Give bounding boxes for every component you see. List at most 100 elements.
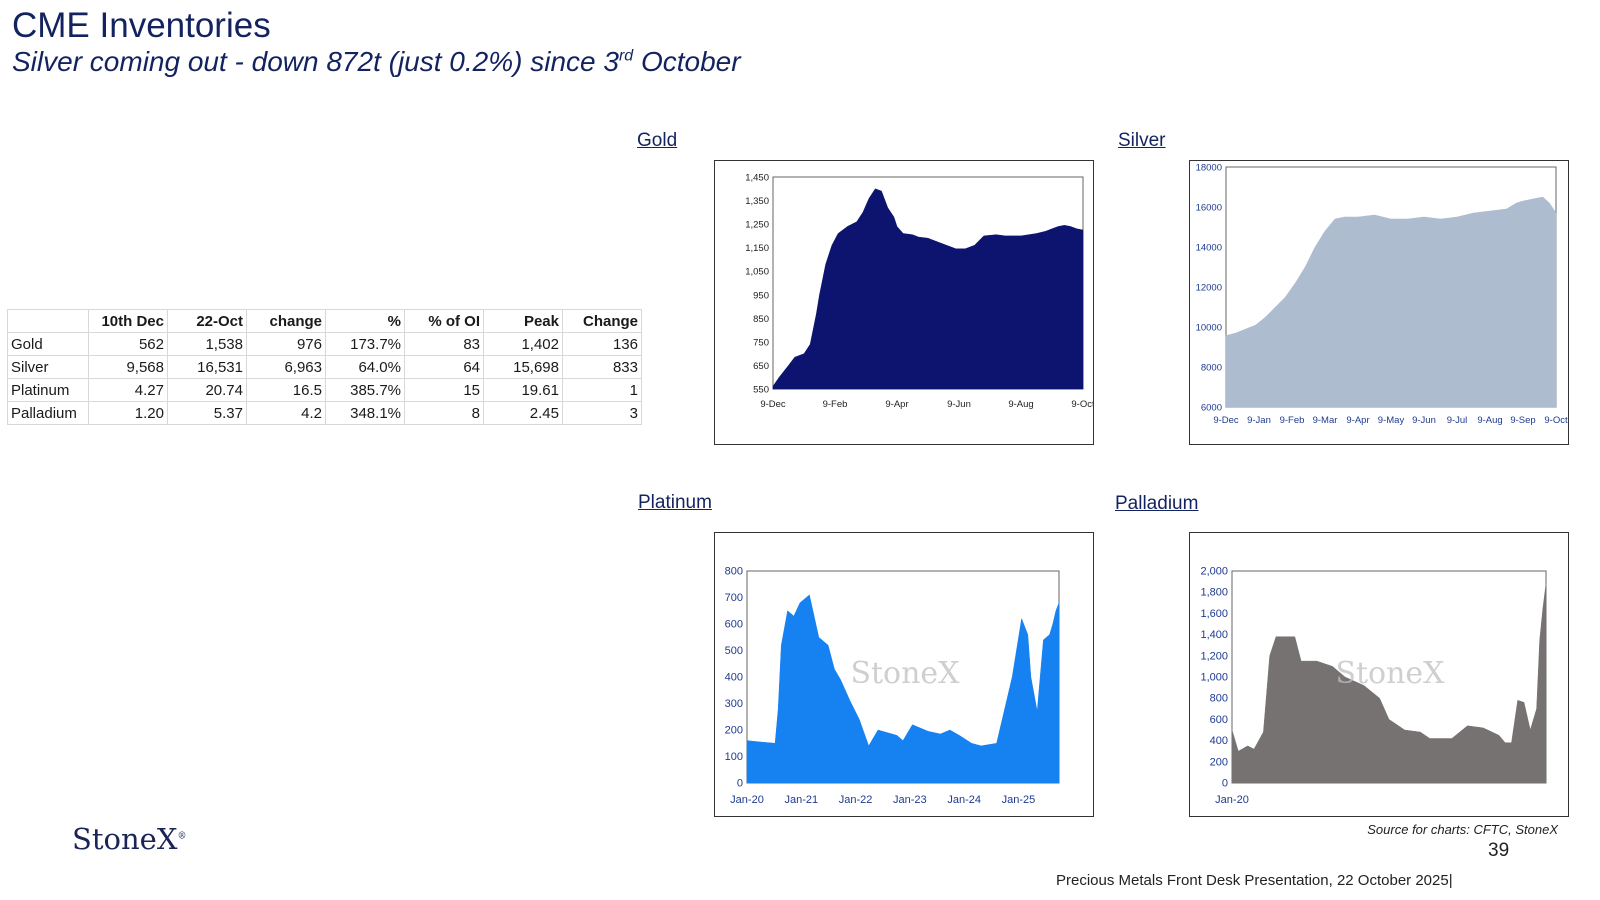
palladium-x-tick-label: Jan-20 (1215, 794, 1249, 806)
platinum-y-tick-label: 700 (725, 592, 743, 604)
table-cell: 5.37 (168, 402, 247, 425)
page-number: 39 (1488, 840, 1509, 862)
palladium-y-tick-label: 200 (1210, 756, 1228, 768)
palladium-watermark: StoneX (1335, 656, 1445, 691)
platinum-x-tick-label: Jan-20 (730, 794, 764, 806)
table-cell: 19.61 (484, 379, 563, 402)
table-cell: 20.74 (168, 379, 247, 402)
silver-y-tick-label: 6000 (1201, 403, 1222, 414)
palladium-chart-label: Palladium (1115, 493, 1198, 515)
platinum-y-tick-label: 100 (725, 751, 743, 763)
table-cell: 562 (89, 333, 168, 356)
silver-chart-label: Silver (1118, 130, 1166, 152)
page-subtitle: Silver coming out - down 872t (just 0.2%… (12, 46, 741, 78)
table-cell: 1.20 (89, 402, 168, 425)
palladium-y-tick-label: 1,600 (1200, 608, 1228, 620)
gold-y-tick-label: 1,250 (745, 220, 769, 231)
table-cell: 976 (247, 333, 326, 356)
table-cell: 15 (405, 379, 484, 402)
gold-x-tick-label: 9-Jun (947, 399, 971, 410)
table-row: Gold 562 1,538 976 173.7% 83 1,402 136 (8, 333, 642, 356)
gold-series-area (773, 189, 1083, 389)
platinum-x-tick-label: Jan-25 (1002, 794, 1036, 806)
gold-x-tick-label: 9-Oct (1071, 399, 1093, 410)
table-cell: 9,568 (89, 356, 168, 379)
silver-x-tick-label: 9-Aug (1477, 415, 1502, 426)
gold-chart-svg: 550 650 750 850 950 1,050 1,150 1,250 1,350 1,450… (715, 161, 1093, 444)
silver-series-area (1226, 197, 1556, 407)
table-cell: 16.5 (247, 379, 326, 402)
palladium-chart: 0 200 400 600 800 1,000 1,200 1,400 1,600 1,800 2,… (1189, 532, 1569, 817)
subtitle-text: Silver coming out - down 872t (just 0.2%… (12, 46, 619, 77)
inventory-table: 10th Dec 22-Oct change % % of OI Peak Ch… (7, 309, 642, 425)
silver-y-tick-label: 8000 (1201, 363, 1222, 374)
table-cell: 173.7% (326, 333, 405, 356)
table-header: Change (563, 310, 642, 333)
table-row: Silver 9,568 16,531 6,963 64.0% 64 15,69… (8, 356, 642, 379)
logo-text: StoneX (72, 822, 177, 856)
platinum-x-tick-label: Jan-21 (784, 794, 818, 806)
silver-x-tick-label: 9-Apr (1346, 415, 1369, 426)
palladium-y-tick-label: 600 (1210, 714, 1228, 726)
silver-y-tick-label: 16000 (1196, 203, 1222, 214)
silver-x-tick-label: 9-Mar (1313, 415, 1338, 426)
silver-y-tick-label: 14000 (1196, 243, 1222, 254)
table-cell: 136 (563, 333, 642, 356)
silver-x-tick-label: 9-Sep (1510, 415, 1535, 426)
gold-x-tick-label: 9-Aug (1008, 399, 1033, 410)
table-cell: 1,402 (484, 333, 563, 356)
table-header: 22-Oct (168, 310, 247, 333)
palladium-y-tick-label: 1,800 (1200, 587, 1228, 599)
table-header (8, 310, 89, 333)
silver-x-tick-label: 9-Feb (1280, 415, 1305, 426)
platinum-y-tick-label: 600 (725, 619, 743, 631)
platinum-watermark: StoneX (850, 656, 960, 691)
platinum-x-tick-label: Jan-22 (839, 794, 873, 806)
gold-y-tick-label: 750 (753, 337, 769, 348)
table-header: 10th Dec (89, 310, 168, 333)
silver-y-tick-label: 10000 (1196, 323, 1222, 334)
table-row: Platinum 4.27 20.74 16.5 385.7% 15 19.61… (8, 379, 642, 402)
table-cell: 2.45 (484, 402, 563, 425)
gold-x-tick-label: 9-Apr (885, 399, 908, 410)
silver-x-tick-label: 9-May (1378, 415, 1405, 426)
silver-x-tick-label: 9-Jun (1412, 415, 1436, 426)
table-cell: Palladium (8, 402, 89, 425)
chart-source-note: Source for charts: CFTC, StoneX (1367, 822, 1558, 837)
gold-chart: 550 650 750 850 950 1,050 1,150 1,250 1,350 1,450… (714, 160, 1094, 445)
palladium-y-tick-label: 800 (1210, 693, 1228, 705)
table-header-row: 10th Dec 22-Oct change % % of OI Peak Ch… (8, 310, 642, 333)
platinum-y-tick-label: 0 (737, 778, 743, 790)
table-header: % of OI (405, 310, 484, 333)
silver-x-tick-label: 9-Oct (1544, 415, 1568, 426)
palladium-y-tick-label: 0 (1222, 778, 1228, 790)
gold-y-tick-label: 1,150 (745, 243, 769, 254)
palladium-y-tick-label: 1,400 (1200, 629, 1228, 641)
table-cell: 4.27 (89, 379, 168, 402)
platinum-y-tick-label: 800 (725, 566, 743, 578)
gold-x-tick-label: 9-Dec (760, 399, 786, 410)
presentation-footer: Precious Metals Front Desk Presentation,… (1056, 872, 1453, 889)
gold-y-tick-label: 1,050 (745, 267, 769, 278)
table-cell: 8 (405, 402, 484, 425)
table-cell: 6,963 (247, 356, 326, 379)
gold-chart-label: Gold (637, 130, 677, 152)
gold-y-tick-label: 1,350 (745, 196, 769, 207)
table-cell: 64.0% (326, 356, 405, 379)
silver-x-tick-label: 9-Jan (1247, 415, 1271, 426)
table-cell: 16,531 (168, 356, 247, 379)
table-cell: 833 (563, 356, 642, 379)
gold-y-tick-label: 1,450 (745, 173, 769, 184)
gold-y-tick-label: 550 (753, 385, 769, 396)
silver-x-tick-label: 9-Dec (1213, 415, 1239, 426)
table-cell: Gold (8, 333, 89, 356)
palladium-y-tick-label: 2,000 (1200, 566, 1228, 578)
table-cell: 83 (405, 333, 484, 356)
table-header: Peak (484, 310, 563, 333)
stonex-logo: StoneX® (72, 822, 186, 856)
table-header: change (247, 310, 326, 333)
silver-y-tick-label: 18000 (1196, 163, 1222, 174)
table-cell: 1,538 (168, 333, 247, 356)
gold-y-tick-label: 950 (753, 290, 769, 301)
platinum-y-tick-label: 200 (725, 725, 743, 737)
